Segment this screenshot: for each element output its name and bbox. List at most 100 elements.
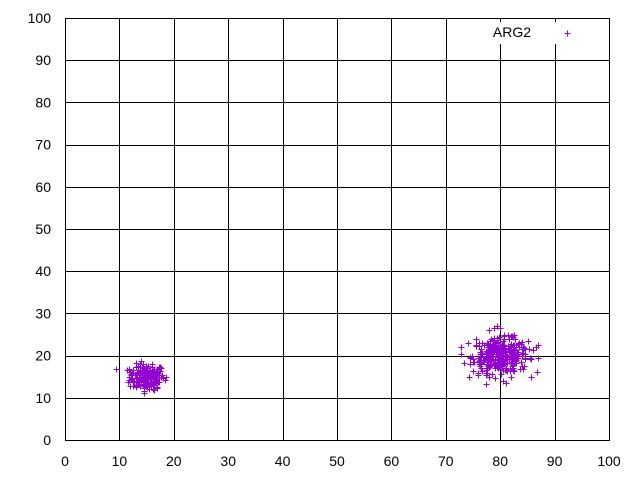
data-point (475, 355, 482, 362)
plot-border (65, 18, 610, 441)
data-point (503, 380, 510, 387)
data-point (530, 347, 537, 354)
data-point (458, 351, 465, 358)
data-point (489, 356, 496, 363)
data-point (465, 340, 472, 347)
data-point (488, 351, 495, 358)
data-point (486, 374, 493, 381)
data-point (133, 384, 140, 391)
data-point (136, 371, 143, 378)
y-tick-label: 70 (35, 137, 51, 153)
data-point (515, 349, 522, 356)
data-point (510, 346, 517, 353)
data-point (519, 363, 526, 370)
x-tick-label: 50 (329, 453, 345, 469)
data-point (478, 365, 485, 372)
data-point (525, 338, 532, 345)
data-point (479, 350, 486, 357)
data-point (507, 353, 514, 360)
data-point (479, 368, 486, 375)
data-point (488, 362, 495, 369)
data-point (147, 374, 154, 381)
data-point (527, 355, 534, 362)
y-tick-label: 40 (35, 263, 51, 279)
data-point (467, 355, 474, 362)
data-point (134, 375, 141, 382)
data-point (486, 327, 493, 334)
legend: ARG2 (480, 22, 605, 44)
data-point (145, 370, 152, 377)
y-tick-label: 30 (35, 305, 51, 321)
y-tick-label: 20 (35, 348, 51, 364)
data-point (138, 358, 145, 365)
data-point (148, 382, 155, 389)
data-point (499, 341, 506, 348)
data-point (130, 378, 137, 385)
data-point (475, 372, 482, 379)
data-point (467, 361, 474, 368)
data-point (141, 388, 148, 395)
data-point (157, 365, 164, 372)
data-point (483, 381, 490, 388)
data-point (512, 336, 519, 343)
data-point (163, 374, 170, 381)
data-point (535, 355, 542, 362)
x-tick-label: 60 (384, 453, 400, 469)
data-point (127, 369, 134, 376)
legend-marker-plus (564, 30, 571, 37)
data-point (113, 366, 120, 373)
data-point (482, 356, 489, 363)
data-point (514, 355, 521, 362)
x-tick-label: 40 (275, 453, 291, 469)
data-point (528, 374, 535, 381)
data-point (470, 368, 477, 375)
data-point (144, 371, 151, 378)
data-point (131, 379, 138, 386)
data-point (495, 363, 502, 370)
data-point (135, 363, 142, 370)
data-point (471, 359, 478, 366)
y-tick-label: 100 (28, 10, 52, 26)
data-point (511, 368, 518, 375)
data-point (144, 380, 151, 387)
data-point (154, 372, 161, 379)
y-axis-ticks: 0 10 20 30 40 50 60 70 80 90 100 (28, 10, 52, 448)
data-point (504, 368, 511, 375)
data-point (499, 365, 506, 372)
data-point (494, 357, 501, 364)
data-point (478, 354, 485, 361)
data-point (497, 325, 504, 332)
data-point (511, 332, 518, 339)
data-point (535, 342, 542, 349)
data-point (491, 335, 498, 342)
x-axis-ticks: 0 10 20 30 40 50 60 70 80 90 100 (61, 453, 621, 469)
data-point (476, 343, 483, 350)
data-point (522, 346, 529, 353)
data-point (498, 371, 505, 378)
series-arg2-points (113, 323, 542, 397)
data-point (492, 346, 499, 353)
data-point (508, 374, 515, 381)
data-point (498, 362, 505, 369)
data-point (483, 367, 490, 374)
data-point (473, 342, 480, 349)
legend-background (480, 22, 605, 44)
x-tick-label: 70 (438, 453, 454, 469)
x-tick-label: 100 (597, 453, 621, 469)
data-point (473, 336, 480, 343)
data-point (151, 387, 158, 394)
data-point (505, 332, 512, 339)
data-point (154, 384, 161, 391)
data-point (476, 361, 483, 368)
data-point (139, 372, 146, 379)
data-point (137, 367, 144, 374)
data-point (125, 379, 132, 386)
data-point (146, 386, 153, 393)
x-tick-label: 30 (220, 453, 236, 469)
legend-label-arg2: ARG2 (493, 24, 531, 40)
data-point (510, 362, 517, 369)
y-tick-label: 90 (35, 52, 51, 68)
